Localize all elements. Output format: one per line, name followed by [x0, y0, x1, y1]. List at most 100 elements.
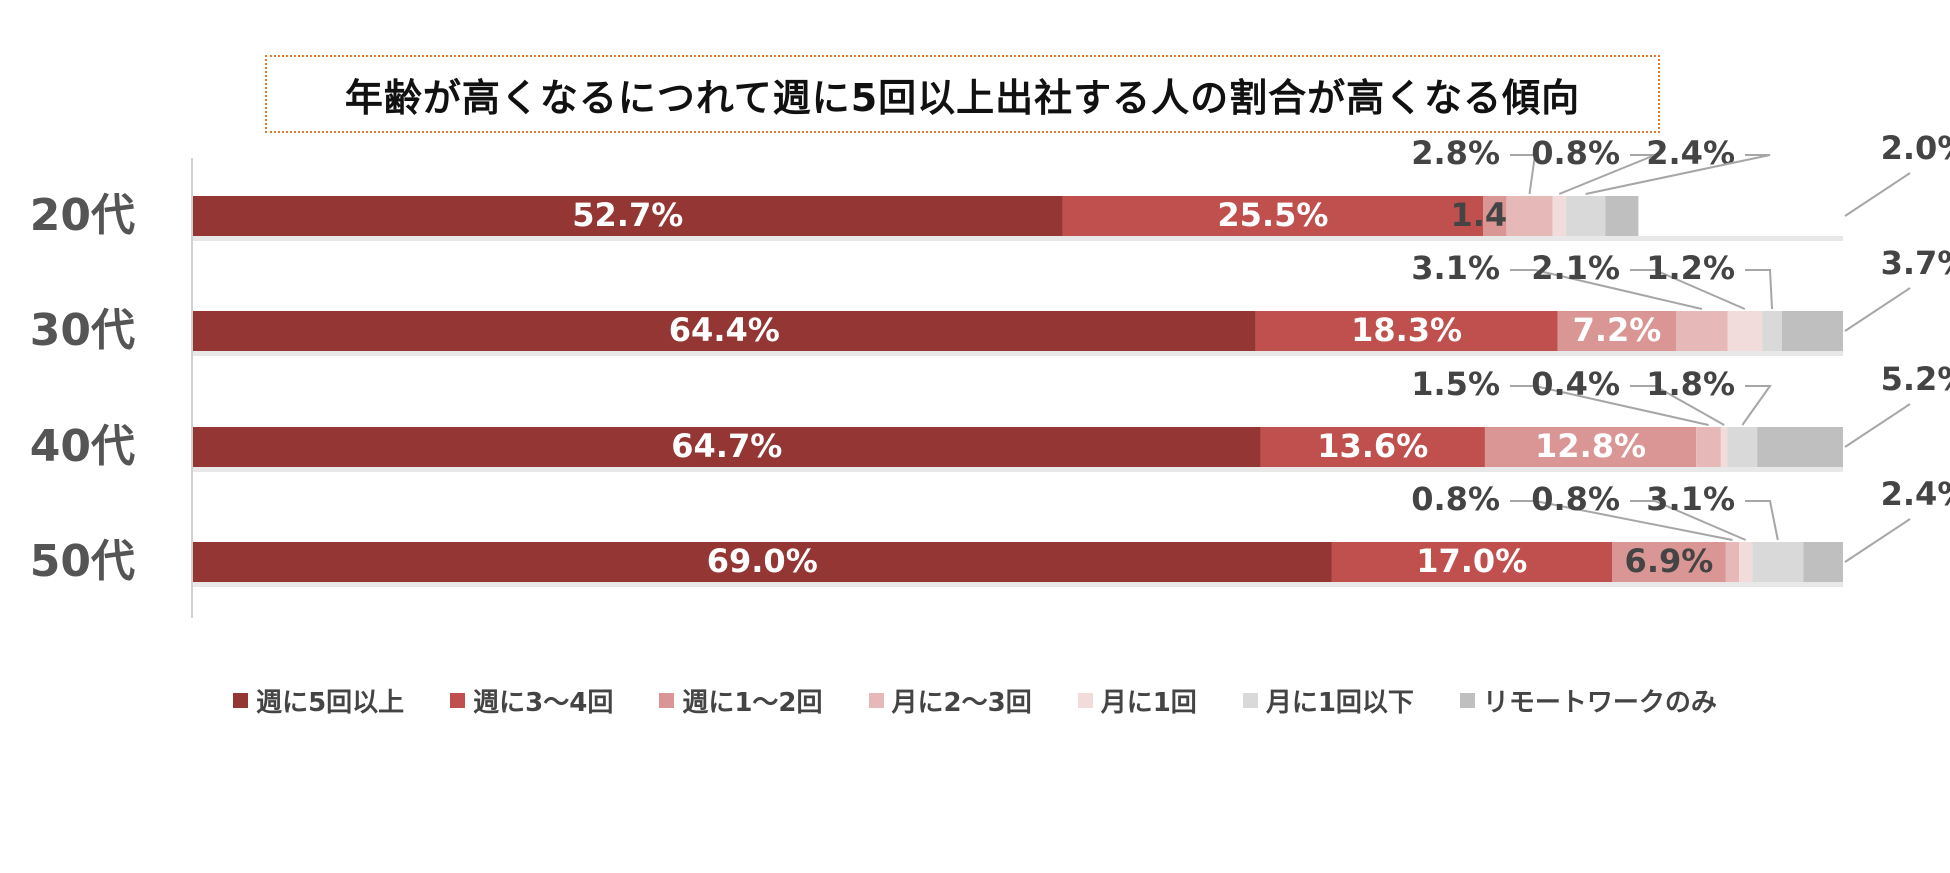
leader-line [1745, 269, 1774, 310]
bar-segment [1484, 427, 1697, 467]
legend-item: 週に3〜4回 [450, 682, 613, 719]
legend-item: 月に1回以下 [1242, 682, 1414, 719]
chart-title-box: 年齢が高くなるにつれて週に5回以上出社する人の割合が高くなる傾向 [265, 55, 1660, 133]
bar-segment [1752, 542, 1804, 582]
bar-segment [193, 542, 1332, 582]
bar-segment [1676, 311, 1728, 351]
data-label: 0.4% [1531, 365, 1620, 403]
data-label: 12.8% [1535, 427, 1646, 465]
data-label: 2.8% [1411, 134, 1500, 172]
bar-segment [1781, 311, 1843, 351]
data-label: 3.1% [1411, 249, 1500, 287]
leader-line [1741, 385, 1772, 426]
data-label: 13.6% [1317, 427, 1428, 465]
data-label: 52.7% [572, 196, 683, 234]
legend-swatch [450, 692, 466, 708]
data-label: 5.2% [1881, 360, 1950, 398]
leader-line [1510, 269, 1703, 310]
data-label: 1.2% [1646, 249, 1735, 287]
data-label: 7.2% [1573, 311, 1662, 349]
bar-segment [1612, 542, 1726, 582]
data-label: 2.1% [1531, 249, 1620, 287]
leader-line [1585, 154, 1771, 195]
category-label: 30代 [30, 305, 135, 356]
bar-segment [1757, 427, 1843, 467]
bar-shadow [193, 467, 1843, 472]
bar-segment [1255, 311, 1558, 351]
legend-swatch [1242, 692, 1258, 708]
legend-swatch [868, 692, 884, 708]
legend-label: 週に3〜4回 [473, 687, 614, 718]
bar-segment [1762, 311, 1782, 351]
data-label: 18.3% [1351, 311, 1462, 349]
leader-line [1630, 385, 1725, 426]
data-label: 1.5% [1411, 365, 1500, 403]
data-label: 2.4% [1646, 134, 1735, 172]
bar-segment [193, 427, 1261, 467]
leader-line [1558, 154, 1656, 195]
data-label: 69.0% [707, 542, 818, 580]
bar-segment [1483, 196, 1507, 236]
bar-segment [1605, 196, 1639, 236]
bar-segment [1725, 542, 1740, 582]
leader-line [1630, 500, 1747, 541]
bar-segment [1803, 542, 1843, 582]
bar-segment [1557, 311, 1677, 351]
bar-shadow [193, 236, 1843, 241]
data-label: 25.5% [1217, 196, 1328, 234]
legend-label: 月に1回以下 [1265, 687, 1414, 718]
leader-line [1844, 287, 1911, 332]
data-label: 2.0% [1881, 129, 1950, 167]
bar-shadow [193, 351, 1843, 356]
bar-segment [1727, 427, 1758, 467]
category-label: 20代 [30, 190, 135, 241]
data-label: 0.8% [1411, 480, 1500, 518]
bar-segment [193, 311, 1256, 351]
leader-line [1844, 518, 1911, 563]
legend-item: 月に1回 [1077, 682, 1197, 719]
legend-swatch [659, 692, 675, 708]
leader-line [1844, 403, 1911, 448]
leader-line [1844, 172, 1911, 217]
data-label: 64.7% [671, 427, 782, 465]
data-label: 1.8% [1646, 365, 1735, 403]
data-label: 0.8% [1531, 480, 1620, 518]
data-label: 0.8% [1531, 134, 1620, 172]
bar-segment [1739, 542, 1753, 582]
legend-label: 週に1〜2回 [682, 687, 823, 718]
data-label: 6.9% [1625, 542, 1714, 580]
bar-segment [1552, 196, 1566, 236]
legend-swatch [233, 692, 249, 708]
data-label: 2.4% [1881, 475, 1950, 513]
bar-segment [1260, 427, 1485, 467]
legend-swatch [1459, 692, 1475, 708]
leader-line [1510, 154, 1537, 195]
bar-shadow [193, 582, 1843, 587]
legend-label: リモートワークのみ [1482, 687, 1717, 718]
bar-segment [1696, 427, 1721, 467]
leader-line [1630, 269, 1746, 310]
legend-label: 月に2〜3回 [891, 687, 1032, 718]
bar-segment [1331, 542, 1612, 582]
bar-segment [193, 196, 1063, 236]
leader-line [1510, 500, 1733, 541]
bar-segment [1720, 427, 1728, 467]
bar-segment [1565, 196, 1606, 236]
data-label: 3.1% [1646, 480, 1735, 518]
chart-legend: 週に5回以上 週に3〜4回 週に1〜2回 月に2〜3回 月に1回 月に1回以下 リモートワー… [0, 680, 1950, 720]
legend-item: 月に2〜3回 [868, 682, 1032, 719]
legend-item: 週に1〜2回 [659, 682, 823, 719]
category-label: 50代 [30, 536, 135, 587]
bar-segment [1727, 311, 1763, 351]
legend-swatch [1077, 692, 1093, 708]
chart-title: 年齢が高くなるにつれて週に5回以上出社する人の割合が高くなる傾向 [344, 75, 1581, 120]
legend-label: 月に1回 [1100, 687, 1197, 718]
data-label: 17.0% [1416, 542, 1527, 580]
bar-segment [1506, 196, 1553, 236]
data-label: 64.4% [669, 311, 780, 349]
leader-line [1745, 500, 1779, 541]
legend-label: 週に5回以上 [256, 687, 405, 718]
leader-line [1510, 385, 1709, 426]
data-label: 3.7% [1881, 244, 1950, 282]
